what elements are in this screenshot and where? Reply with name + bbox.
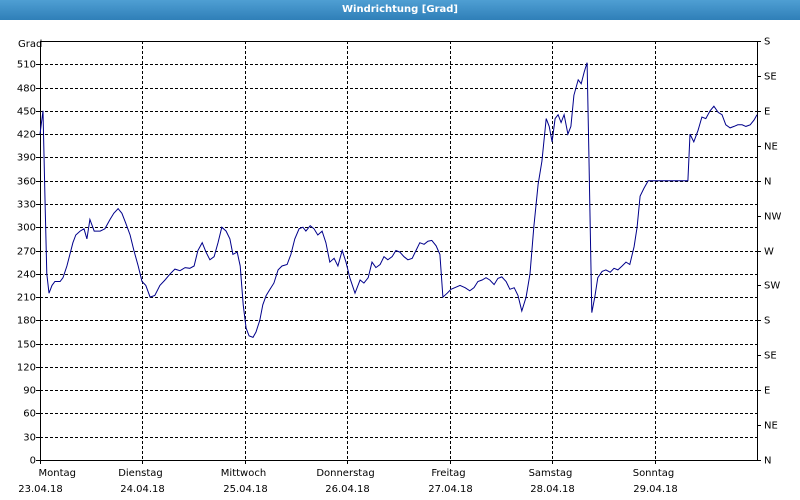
data-line	[39, 62, 758, 339]
y-tick-label: 210	[17, 293, 36, 304]
y-tick-label: 480	[17, 84, 36, 95]
y2-tick-label: SE	[764, 72, 777, 83]
y2-tick-label: NE	[764, 142, 778, 153]
y-tick-label: 390	[17, 153, 36, 164]
y2-tick-label: N	[764, 177, 771, 188]
y-tick-label: 450	[17, 107, 36, 118]
x-tick-date: 24.04.18	[120, 484, 165, 495]
x-tick-date: 29.04.18	[633, 484, 678, 495]
chart: Grad 0 30 60 90 120 150 180 210 240 270 300 330 360 3…	[17, 37, 782, 496]
y-tick-label: 240	[17, 270, 36, 281]
x-tick-date: 27.04.18	[428, 484, 473, 495]
y-axis-label: Grad	[18, 39, 42, 50]
title-bar: Windrichtung [Grad]	[0, 0, 800, 20]
x-tick-label: Freitag	[431, 468, 465, 479]
y-tick-label: 510	[17, 60, 36, 71]
x-tick-label: Mittwoch	[221, 468, 266, 479]
y2-tick-label: S	[764, 316, 770, 327]
y2-tick-label: NW	[764, 212, 781, 223]
x-tick-label: Donnerstag	[316, 468, 374, 479]
x-tick-label: Sonntag	[633, 468, 675, 479]
y2-tick-label: E	[764, 107, 770, 118]
x-tick-label: Samstag	[529, 468, 573, 479]
y2-tick-label: W	[764, 247, 774, 258]
x-tick-date: 28.04.18	[530, 484, 575, 495]
y-tick-label: 150	[17, 340, 36, 351]
y-tick-label: 270	[17, 247, 36, 258]
y-tick-label: 300	[17, 223, 36, 234]
x-tick-date: 25.04.18	[223, 484, 268, 495]
y-tick-label: 30	[23, 433, 36, 444]
x-tick-label: Montag	[39, 468, 76, 479]
y-tick-label: 0	[30, 456, 36, 467]
y-tick-label: 90	[23, 386, 36, 397]
y-tick-label: 60	[23, 409, 36, 420]
y2-tick-label: N	[764, 456, 771, 467]
y-tick-label: 180	[17, 316, 36, 327]
y2-tick-label: SE	[764, 351, 777, 362]
x-tick-date: 23.04.18	[18, 484, 63, 495]
y-tick-label: 360	[17, 177, 36, 188]
y-tick-label: 330	[17, 200, 36, 211]
y2-tick-label: NE	[764, 421, 778, 432]
y2-tick-label: SW	[764, 281, 780, 292]
x-tick-date: 26.04.18	[325, 484, 370, 495]
plot-frame	[40, 41, 758, 461]
y-tick-label: 420	[17, 130, 36, 141]
x-tick-label: Dienstag	[118, 468, 163, 479]
y2-tick-label: E	[764, 386, 770, 397]
y2-tick-label: S	[764, 37, 770, 48]
y-tick-label: 120	[17, 363, 36, 374]
